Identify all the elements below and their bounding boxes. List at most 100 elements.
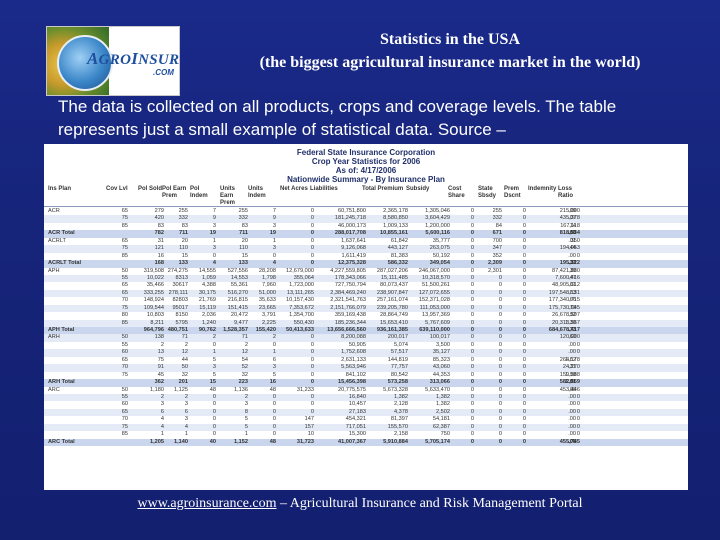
table-cell: 12,679,000 bbox=[286, 267, 314, 274]
table-cell: 70 bbox=[121, 364, 128, 371]
table-cell: 274,275 bbox=[167, 267, 188, 274]
table-cell: 81,397 bbox=[390, 416, 408, 423]
table-cell: 0 bbox=[470, 416, 474, 423]
table-cell: 13 bbox=[157, 349, 164, 356]
table-cell: 8313 bbox=[175, 274, 188, 281]
table-cell: 28,208 bbox=[258, 267, 276, 274]
table-cell: 0 bbox=[522, 260, 526, 267]
table-cell: 1 bbox=[272, 237, 276, 244]
table-cell: 2,151,766,079 bbox=[330, 304, 366, 311]
table-cell: 14,553 bbox=[230, 274, 248, 281]
table-cell: .00 bbox=[568, 431, 576, 438]
table-cell: 0 bbox=[272, 401, 276, 408]
table-cell: 711 bbox=[238, 230, 248, 237]
table-cell: 0 bbox=[498, 371, 502, 378]
table-cell: 362 bbox=[154, 379, 164, 386]
table-cell: 1,152 bbox=[234, 438, 248, 445]
table-cell: 0 bbox=[470, 237, 474, 244]
table-cell: 5,673,328 bbox=[383, 386, 408, 393]
table-cell: 2,158 bbox=[394, 431, 408, 438]
column-header: State Sbsdy bbox=[478, 186, 497, 199]
footer-link[interactable]: www.agroinsurance.com bbox=[137, 496, 277, 511]
table-cell: 238,907,847 bbox=[376, 289, 408, 296]
table-cell: 185,236,344 bbox=[334, 319, 366, 326]
table-cell: 65 bbox=[121, 408, 128, 415]
table-cell: 0 bbox=[212, 393, 216, 400]
table-cell: 0 bbox=[498, 312, 502, 319]
table-cell: 0 bbox=[470, 327, 474, 333]
table-cell: 550,430 bbox=[293, 319, 314, 326]
table-cell: 0 bbox=[522, 297, 526, 304]
table-cell: 27,183 bbox=[348, 408, 366, 415]
table-cell: .60 bbox=[568, 334, 576, 341]
table-cell: 0 bbox=[522, 416, 526, 423]
table-row: 85 8,211 5795 1,240 9,477 2,225 550,430 185,236… bbox=[44, 319, 688, 327]
table-cell: 0 bbox=[498, 379, 502, 386]
table-cell: 480,751 bbox=[167, 327, 188, 333]
table-cell: 5,910,884 bbox=[383, 438, 408, 445]
table-row: APH 50 319,508 274,275 14,555 527,556 28,208 12… bbox=[44, 268, 688, 275]
table-cell: 5,767,609 bbox=[425, 319, 450, 326]
table-cell: 0 bbox=[310, 371, 314, 378]
table-cell: 32 bbox=[241, 371, 248, 378]
table-cell: 2,321,541,763 bbox=[330, 297, 366, 304]
table-cell: 148,924 bbox=[143, 297, 164, 304]
table-cell: 279 bbox=[154, 208, 164, 214]
table-cell: 263,075 bbox=[429, 245, 450, 252]
table-cell: 35,466 bbox=[146, 282, 164, 289]
table-cell: .73 bbox=[568, 327, 576, 333]
table-cell: 0 bbox=[522, 401, 526, 408]
table-cell: 3 bbox=[212, 364, 216, 371]
table-body: ACR 65 279 255 7 255 7 0 60,751,800 2,365,178 1,30… bbox=[44, 208, 688, 446]
table-cell: 83 bbox=[181, 222, 188, 229]
table-row: 75 4 4 0 5 0 157 717,051 155,570 62,387 0 0 0 0.00 bbox=[44, 423, 688, 432]
table-cell: 5 bbox=[244, 423, 248, 430]
table-cell: .08 bbox=[568, 438, 576, 445]
table-cell: 0 bbox=[470, 341, 474, 348]
table-cell: 31,723 bbox=[296, 438, 314, 445]
column-header: Prem Dscnt bbox=[504, 186, 521, 199]
table-cell: 15 bbox=[241, 252, 248, 259]
column-header: Liabilities bbox=[310, 186, 338, 192]
table-cell: 0 bbox=[522, 237, 526, 244]
table-cell: 246,067,000 bbox=[418, 267, 450, 274]
agroinsurance-logo[interactable]: AGROINSURANCE .COM bbox=[46, 26, 180, 96]
intro-text: The data is collected on all products, c… bbox=[58, 97, 617, 139]
table-cell: 127,072,655 bbox=[418, 289, 450, 296]
table-cell: 223 bbox=[238, 379, 248, 386]
table-cell: .01 bbox=[568, 237, 576, 244]
table-cell: 313,066 bbox=[429, 379, 450, 386]
table-cell: 83 bbox=[157, 222, 164, 229]
table-cell: 3 bbox=[244, 401, 248, 408]
table-cell: 8 bbox=[244, 408, 248, 415]
table-cell: 168 bbox=[154, 260, 164, 267]
table-cell: 35,633 bbox=[258, 297, 276, 304]
table-cell: 0 bbox=[576, 401, 580, 408]
table-cell: 0 bbox=[522, 274, 526, 281]
table-cell: 61,842 bbox=[390, 237, 408, 244]
table-cell: 40 bbox=[209, 438, 216, 445]
table-cell: 0 bbox=[310, 252, 314, 259]
table-cell: 0 bbox=[212, 408, 216, 415]
table-cell: 0 bbox=[310, 245, 314, 252]
table-cell: 75 bbox=[121, 371, 128, 378]
table-cell: 0 bbox=[470, 312, 474, 319]
table-cell: 0 bbox=[470, 208, 474, 214]
table-cell: 65 bbox=[121, 237, 128, 244]
table-cell: 2,128 bbox=[394, 401, 408, 408]
table-cell: 5 bbox=[272, 371, 276, 378]
table-cell: 100,017 bbox=[429, 334, 450, 341]
table-cell: 200,017 bbox=[387, 334, 408, 341]
table-cell: 0 bbox=[470, 401, 474, 408]
table-cell: 1,200,000 bbox=[425, 222, 450, 229]
table-cell: 55 bbox=[121, 393, 128, 400]
table-cell: 0 bbox=[576, 423, 580, 430]
table-row: 70 91 50 3 52 3 0 5,563,946 77,757 43,060 0 0 0 24,27… bbox=[44, 364, 688, 372]
column-header: Loss Ratio bbox=[558, 186, 573, 199]
table-cell: 750 bbox=[440, 431, 450, 438]
table-cell: 0 bbox=[470, 431, 474, 438]
table-cell: 9,126,068 bbox=[341, 245, 366, 252]
table-cell: 0 bbox=[310, 230, 314, 237]
table-cell: 0 bbox=[470, 438, 474, 445]
table-cell: 50,192 bbox=[432, 252, 450, 259]
